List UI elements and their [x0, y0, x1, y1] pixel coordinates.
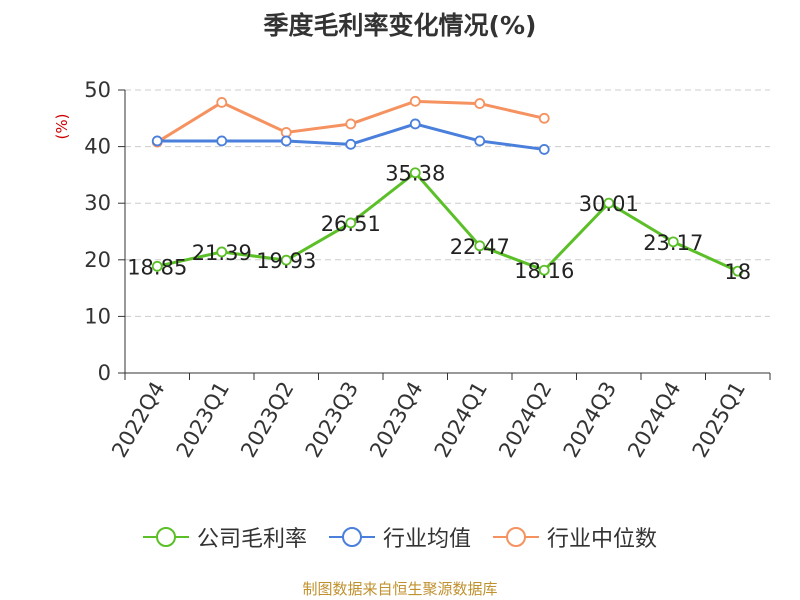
data-point [474, 135, 486, 147]
data-label: 22.47 [450, 235, 510, 259]
data-label: 21.39 [192, 241, 252, 265]
y-tick-label: 30 [84, 191, 111, 215]
data-point [538, 144, 550, 155]
data-point [409, 167, 421, 179]
data-point [151, 260, 163, 272]
data-point [409, 95, 421, 107]
x-tick-label: 2024Q1 [430, 378, 492, 462]
data-label: 26.51 [321, 212, 381, 236]
y-tick-label: 50 [84, 78, 111, 102]
x-tick-label: 2023Q4 [365, 378, 427, 462]
data-point [667, 236, 679, 248]
data-point [345, 118, 357, 130]
data-label: 19.93 [256, 249, 316, 273]
data-point [474, 240, 486, 252]
data-point [538, 112, 550, 124]
x-tick-label: 2024Q4 [623, 378, 685, 462]
data-label: 23.17 [643, 231, 703, 255]
legend-item[interactable]: 行业中位数 [493, 521, 657, 553]
y-tick-label: 20 [84, 248, 111, 272]
data-label: 18.16 [514, 259, 574, 283]
legend: 公司毛利率 行业均值 行业中位数 [0, 520, 800, 554]
data-point [216, 246, 228, 258]
legend-item[interactable]: 行业均值 [328, 521, 471, 553]
data-label: 30.01 [579, 192, 639, 216]
x-tick-label: 2024Q2 [494, 378, 556, 462]
data-point [280, 135, 292, 147]
data-point [216, 97, 228, 108]
legend-label: 行业均值 [382, 527, 471, 552]
data-point [280, 254, 292, 266]
legend-item[interactable]: 公司毛利率 [142, 521, 307, 553]
x-tick-label: 2024Q3 [559, 378, 621, 462]
data-point [345, 217, 357, 229]
legend-swatch-icon [493, 527, 539, 547]
legend-swatch-icon [328, 527, 375, 547]
data-point [603, 197, 615, 209]
data-point [345, 138, 357, 150]
data-point [538, 264, 550, 276]
series-points [151, 95, 744, 277]
data-point [216, 135, 228, 147]
legend-swatch-icon [142, 527, 189, 547]
y-tick-label: 40 [84, 135, 111, 159]
data-label: 18 [724, 260, 751, 284]
x-tick-label: 2023Q2 [236, 378, 298, 462]
legend-label: 公司毛利率 [196, 527, 307, 552]
source-note: 制图数据来自恒生聚源数据库 [302, 580, 498, 598]
chart-title: 季度毛利率变化情况(%) [263, 11, 537, 40]
y-tick-label: 0 [98, 361, 111, 385]
data-point [409, 118, 421, 130]
y-axis-label: (%) [53, 114, 71, 140]
data-point [732, 265, 744, 277]
x-tick-label: 2023Q1 [172, 378, 234, 462]
data-label: 18.85 [127, 255, 187, 279]
data-point [151, 135, 163, 147]
grid-lines [125, 89, 770, 317]
y-tick-label: 10 [84, 304, 111, 328]
legend-label: 行业中位数 [547, 527, 658, 552]
x-tick-label: 2022Q4 [107, 378, 169, 462]
data-point [474, 98, 486, 109]
data-label: 35.38 [385, 162, 445, 186]
x-tick-label: 2025Q1 [688, 378, 750, 462]
x-tick-label: 2023Q3 [301, 378, 363, 462]
series-line [156, 171, 739, 273]
